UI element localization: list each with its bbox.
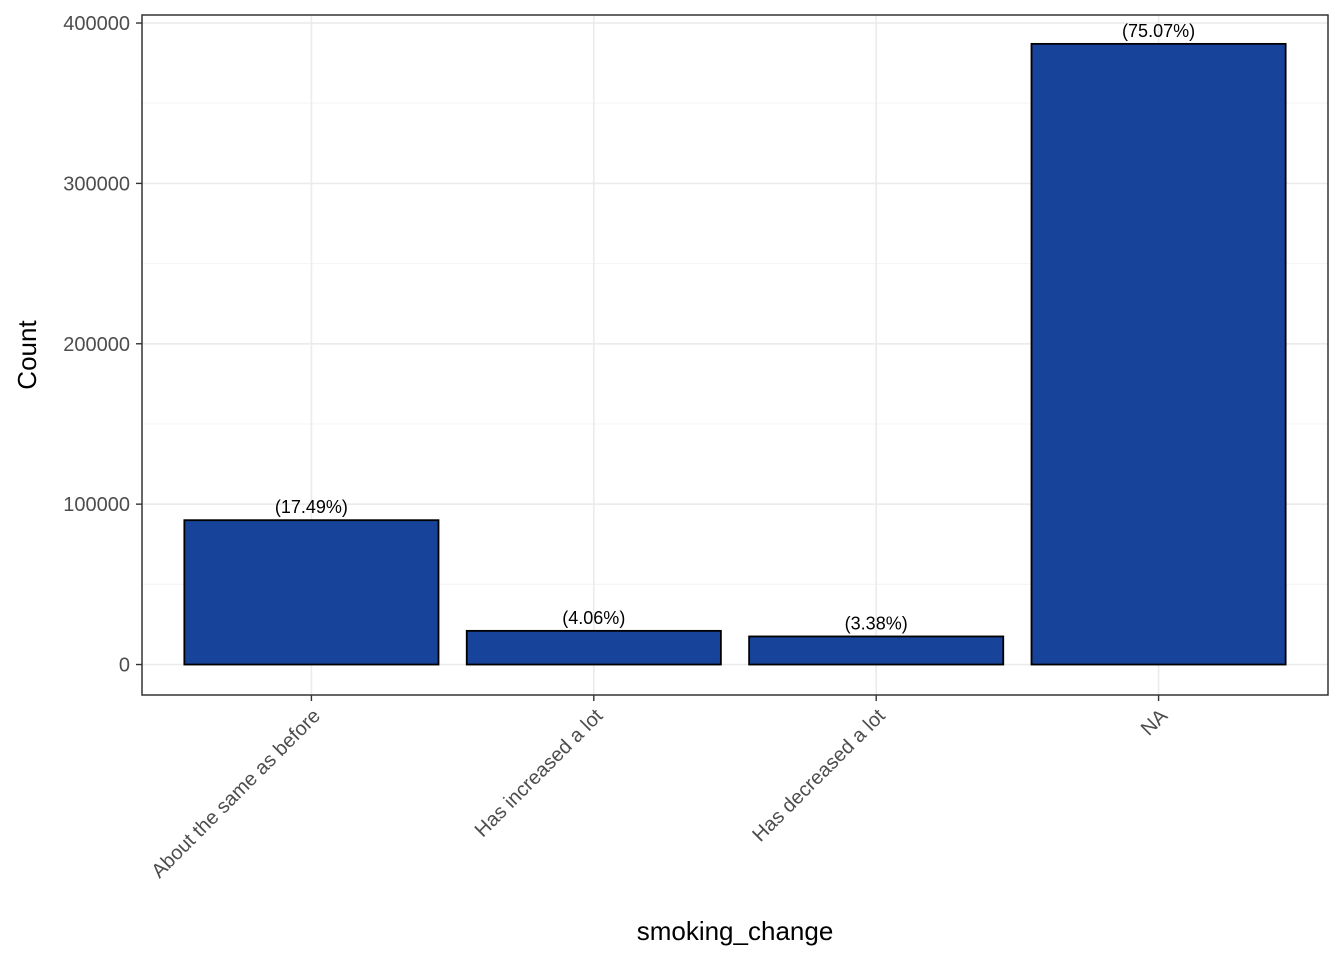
panel-border: [141, 14, 1329, 696]
y-tick-label: 0: [119, 655, 130, 677]
data-label: (4.06%): [562, 608, 625, 628]
data-label: (17.49%): [275, 497, 348, 517]
x-tick-label: About the same as before: [147, 705, 325, 883]
y-tick-label: 100000: [63, 494, 130, 516]
data-label: (3.38%): [845, 613, 908, 633]
x-axis-title: smoking_change: [637, 916, 834, 946]
bar: [465, 629, 722, 666]
x-tick-label: NA: [1137, 705, 1173, 741]
y-axis-title: Count: [12, 320, 42, 390]
x-axis: About the same as before Has increased a …: [147, 695, 1173, 883]
y-tick-label: 300000: [63, 173, 130, 195]
y-tick-label: 200000: [63, 334, 130, 356]
data-label: (75.07%): [1122, 21, 1195, 41]
bar: [183, 519, 440, 666]
y-axis: 0 100000 200000 300000 400000: [63, 13, 142, 677]
bar: [748, 635, 1005, 666]
x-tick-label: Has increased a lot: [471, 705, 608, 842]
y-tick-label: 400000: [63, 13, 130, 35]
bar: [1030, 42, 1287, 666]
data-labels: (17.49%) (4.06%) (3.38%) (75.07%): [275, 21, 1195, 634]
bars: [183, 42, 1287, 666]
x-tick-label: Has decreased a lot: [748, 705, 890, 847]
